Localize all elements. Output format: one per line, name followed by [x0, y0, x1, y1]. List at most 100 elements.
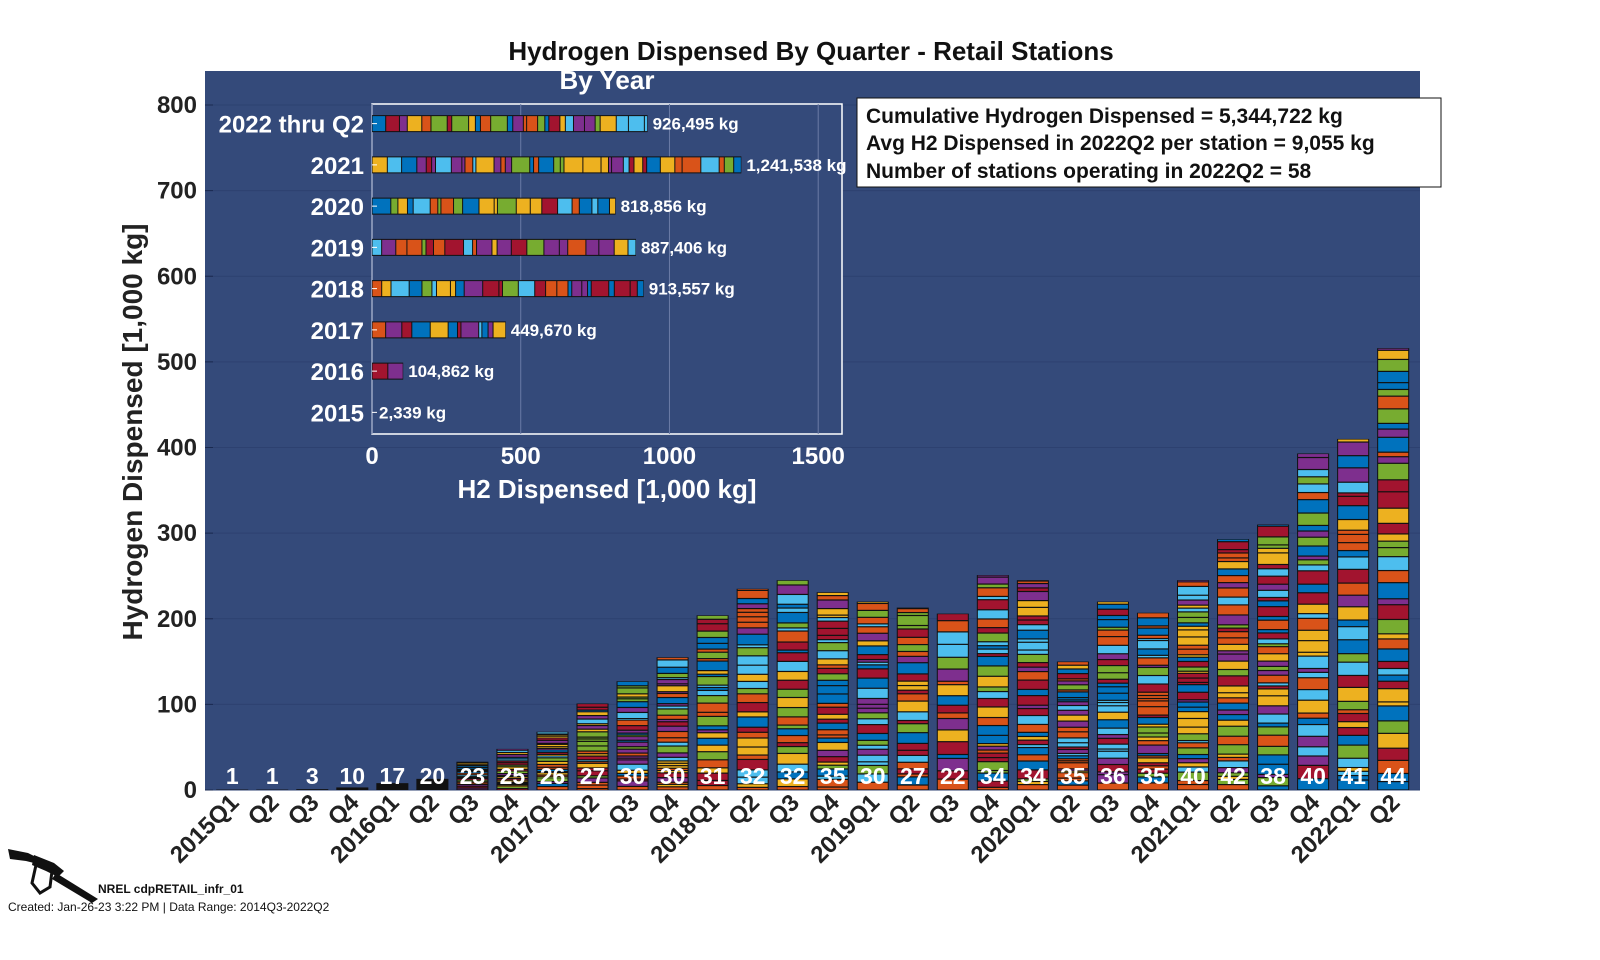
bar-segment: [817, 643, 848, 651]
station-count-label: 27: [900, 763, 926, 789]
bar-segment: [1338, 493, 1369, 496]
inset-value-label: 818,856 kg: [621, 197, 707, 216]
bar-segment: [1378, 534, 1409, 541]
bar-segment: [1178, 623, 1209, 626]
bar-segment: [857, 704, 888, 708]
bar-segment: [777, 585, 808, 594]
bar-segment: [657, 657, 688, 660]
bar-segment: [777, 672, 808, 680]
station-count-label: 32: [780, 763, 806, 789]
bar-segment: [577, 756, 608, 760]
bar-segment: [977, 575, 1008, 577]
bar-segment: [657, 709, 688, 715]
bar-segment: [1218, 720, 1249, 726]
bar-segment: [817, 769, 848, 776]
bar-segment: [817, 665, 848, 668]
bar-segment: [1338, 728, 1369, 735]
bar-segment: [777, 743, 808, 746]
bar-2021Q1: [1177, 580, 1210, 790]
inset-bar-segment: [629, 157, 634, 173]
bar-segment: [1097, 654, 1128, 659]
inset-value-label: 2,339 kg: [379, 403, 446, 422]
bar-segment: [1057, 690, 1088, 692]
bar-segment: [577, 737, 608, 739]
bar-segment: [1017, 779, 1048, 781]
inset-bar-segment: [396, 239, 407, 255]
inset-bar-segment: [451, 157, 462, 173]
bar-segment: [1378, 541, 1409, 548]
bar-segment: [1178, 763, 1209, 767]
bar-segment: [617, 740, 648, 742]
bar: [336, 787, 369, 790]
bar-segment: [737, 604, 768, 608]
inset-bar-segment: [609, 198, 616, 214]
bar-segment: [1378, 348, 1409, 350]
inset-bar-segment: [612, 157, 623, 173]
bar-segment: [1338, 496, 1369, 506]
bar-segment: [577, 732, 608, 737]
bar-segment: [817, 719, 848, 723]
inset-bar-segment: [600, 116, 616, 132]
bar-segment: [1218, 768, 1249, 773]
bar-segment: [1218, 726, 1249, 736]
inset-bar-segment: [372, 363, 388, 379]
bar-segment: [1137, 668, 1168, 675]
bar-segment: [1017, 672, 1048, 680]
inset-bar-segment: [448, 322, 457, 338]
bar-segment: [1097, 693, 1128, 700]
bar-segment: [1258, 661, 1289, 666]
bar-segment: [617, 719, 648, 720]
bar-segment: [617, 773, 648, 776]
bar-segment: [1298, 513, 1329, 525]
inset-bar-segment: [538, 116, 545, 132]
bar-segment: [737, 656, 768, 665]
inset-bar-segment: [441, 198, 454, 214]
bar-segment: [1057, 759, 1088, 761]
bar-segment: [1017, 630, 1048, 639]
bar-segment: [497, 789, 528, 790]
bar-segment: [617, 737, 648, 740]
bar-segment: [1218, 562, 1249, 569]
inset-bar-segment: [480, 116, 491, 132]
bar-segment: [1258, 778, 1289, 786]
inset-bar-segment: [382, 239, 396, 255]
bar-segment: [617, 713, 648, 718]
inset-value-label: 887,406 kg: [641, 238, 727, 257]
bar-segment: [737, 612, 768, 617]
bar-segment: [617, 697, 648, 699]
station-count-label: 30: [860, 763, 886, 789]
bar-segment: [977, 628, 1008, 633]
bar-segment: [817, 592, 848, 595]
bar-segment: [697, 688, 728, 690]
bar-segment: [1137, 699, 1168, 701]
inset-bar-segment: [477, 239, 492, 255]
bar-2019Q1: [856, 601, 889, 790]
bar-segment: [577, 716, 608, 719]
bar-segment: [617, 742, 648, 747]
bar-segment: [1298, 546, 1329, 556]
inset-bar-segment: [675, 157, 682, 173]
bar-segment: [537, 756, 568, 758]
bar-segment: [617, 699, 648, 702]
bar-segment: [777, 623, 808, 628]
bar-segment: [817, 750, 848, 757]
bar-segment: [1137, 628, 1168, 635]
bar-segment: [1178, 781, 1209, 784]
bar-segment: [1258, 545, 1289, 548]
bar-segment: [1017, 690, 1048, 695]
bar-segment: [1097, 783, 1128, 790]
bar-segment: [777, 698, 808, 707]
inset-bar-segment: [407, 239, 422, 255]
bar-segment: [457, 763, 488, 765]
bar-segment: [977, 619, 1008, 628]
bar-segment: [817, 640, 848, 643]
bar-Q3: [296, 789, 329, 790]
inset-bar-segment: [616, 116, 628, 132]
bar-segment: [497, 761, 528, 763]
bar-segment: [857, 745, 888, 749]
bar-segment: [457, 785, 488, 786]
bar-segment: [897, 645, 928, 651]
bar-Q2: [1056, 661, 1089, 790]
bar-segment: [857, 602, 888, 603]
bar-segment: [737, 738, 768, 747]
